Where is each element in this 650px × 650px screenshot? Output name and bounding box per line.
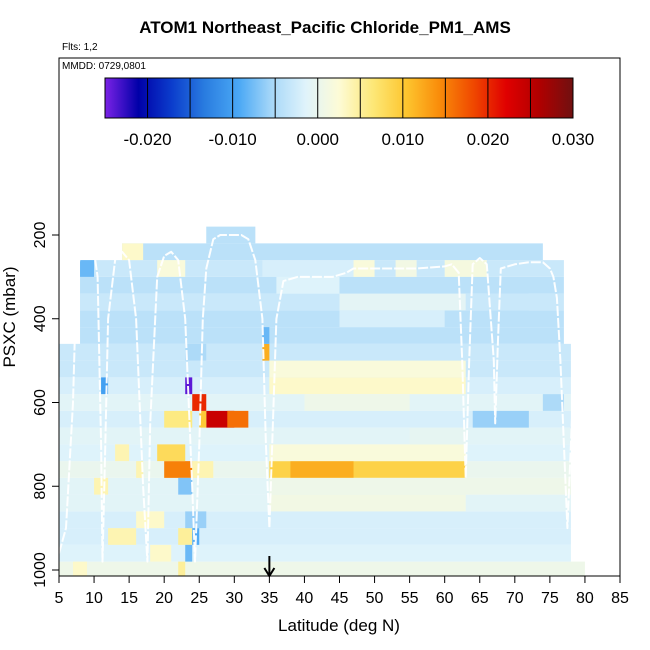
heatmap-cell <box>136 511 165 529</box>
x-tick-label: 10 <box>85 590 103 607</box>
x-tick-label: 85 <box>611 590 629 607</box>
y-tick-label: 200 <box>32 222 49 249</box>
heatmap-cell <box>73 561 88 576</box>
heatmap-cell <box>276 276 340 294</box>
heatmap-cell <box>101 377 109 395</box>
colorbar: -0.020 -0.010 0.000 0.010 0.020 0.030 <box>104 77 595 149</box>
heatmap-cell <box>80 327 564 344</box>
arrow-head <box>263 567 276 578</box>
heatmap-cell <box>269 360 466 378</box>
heatmap-cell <box>486 293 529 311</box>
heatmap-cell <box>409 427 466 445</box>
heatmap-cell <box>395 260 417 277</box>
colorbar-tick-label: -0.010 <box>209 130 257 149</box>
heatmap-cell <box>115 444 130 462</box>
heatmap-cell <box>262 260 354 277</box>
x-tick-label: 70 <box>506 590 524 607</box>
colorbar-bar <box>104 77 574 119</box>
x-tick-label: 75 <box>541 590 559 607</box>
y-tick-label: 1000 <box>32 552 49 588</box>
heatmap-cell <box>192 394 207 411</box>
heatmap-cell <box>157 444 186 462</box>
x-tick-label: 45 <box>331 590 349 607</box>
heatmap-cell <box>178 561 186 576</box>
heatmap-cell <box>444 260 487 277</box>
heatmap-cell <box>59 544 571 562</box>
colorbar-tick-label: 0.010 <box>382 130 425 149</box>
chart-title: ATOM1 Northeast_Pacific Chloride_PM1_AMS <box>139 18 511 37</box>
colorbar-tick-label: -0.020 <box>123 130 171 149</box>
x-axis-label: Latitude (deg N) <box>278 616 400 635</box>
heatmap-cell <box>108 528 137 545</box>
heatmap-cell <box>178 477 193 495</box>
heatmap-cell <box>339 310 445 328</box>
heatmap-cell <box>122 243 144 261</box>
heatmap-cell <box>59 427 571 445</box>
heatmap-cell <box>178 528 193 545</box>
colorbar-tick-label: 0.000 <box>296 130 339 149</box>
heatmap-cell <box>304 394 410 411</box>
y-axis: 200 400 600 800 1000 <box>32 222 60 588</box>
heatmap-cell <box>269 494 466 512</box>
heatmap-cell <box>150 544 172 562</box>
heatmap-cell <box>199 410 207 428</box>
heatmap-cell <box>472 410 529 428</box>
heatmap-cell <box>339 293 466 311</box>
y-tick-label: 400 <box>32 305 49 332</box>
colorbar-tick-label: 0.030 <box>552 130 595 149</box>
date-note: MMDD: 0729,0801 <box>62 61 146 72</box>
heatmap-cell <box>262 327 270 344</box>
flight-track-line <box>59 234 576 563</box>
heatmap-cell <box>542 394 564 411</box>
flights-note: Flts: 1,2 <box>62 42 98 53</box>
flight-track <box>59 234 576 563</box>
heatmap-cell <box>269 377 466 395</box>
x-tick-label: 25 <box>190 590 208 607</box>
x-tick-label: 60 <box>436 590 454 607</box>
heatmap-cell <box>269 477 571 495</box>
heatmap-cell <box>269 444 466 462</box>
heatmap-cell <box>290 461 354 478</box>
heatmap-cell <box>185 544 193 562</box>
heatmap-cell <box>227 410 249 428</box>
colorbar-tick-label: 0.020 <box>467 130 510 149</box>
heatmap-cell <box>164 461 193 478</box>
latitude-marker-arrow <box>263 556 276 578</box>
y-tick-label: 800 <box>32 473 49 500</box>
x-tick-label: 80 <box>576 590 594 607</box>
heatmap-cell <box>262 343 270 361</box>
heatmap-cell <box>80 260 95 277</box>
heatmap-cell <box>59 561 585 576</box>
x-tick-label: 35 <box>260 590 278 607</box>
x-tick-label: 15 <box>120 590 138 607</box>
x-tick-label: 55 <box>401 590 419 607</box>
x-tick-label: 50 <box>366 590 384 607</box>
x-tick-label: 40 <box>296 590 314 607</box>
y-tick-label: 600 <box>32 389 49 416</box>
heatmap-cell <box>59 511 571 529</box>
heatmap-cell <box>122 243 543 261</box>
x-tick-label: 65 <box>471 590 489 607</box>
x-axis: 5 10 15 20 25 30 35 40 45 50 55 60 65 70 75 80 85 <box>55 575 629 607</box>
x-tick-label: 30 <box>225 590 243 607</box>
heatmap-cell <box>164 410 193 428</box>
heatmap-cell <box>136 461 144 478</box>
heatmap-cell <box>192 461 214 478</box>
colorbar-ticks: -0.020 -0.010 0.000 0.010 0.020 0.030 <box>104 78 595 149</box>
y-axis-label: PSXC (mbar) <box>0 266 19 367</box>
heatmap-cell <box>185 377 193 395</box>
heatmap-cells <box>59 226 585 576</box>
x-tick-label: 5 <box>55 590 64 607</box>
x-tick-label: 20 <box>155 590 173 607</box>
heatmap-cell <box>185 343 207 361</box>
